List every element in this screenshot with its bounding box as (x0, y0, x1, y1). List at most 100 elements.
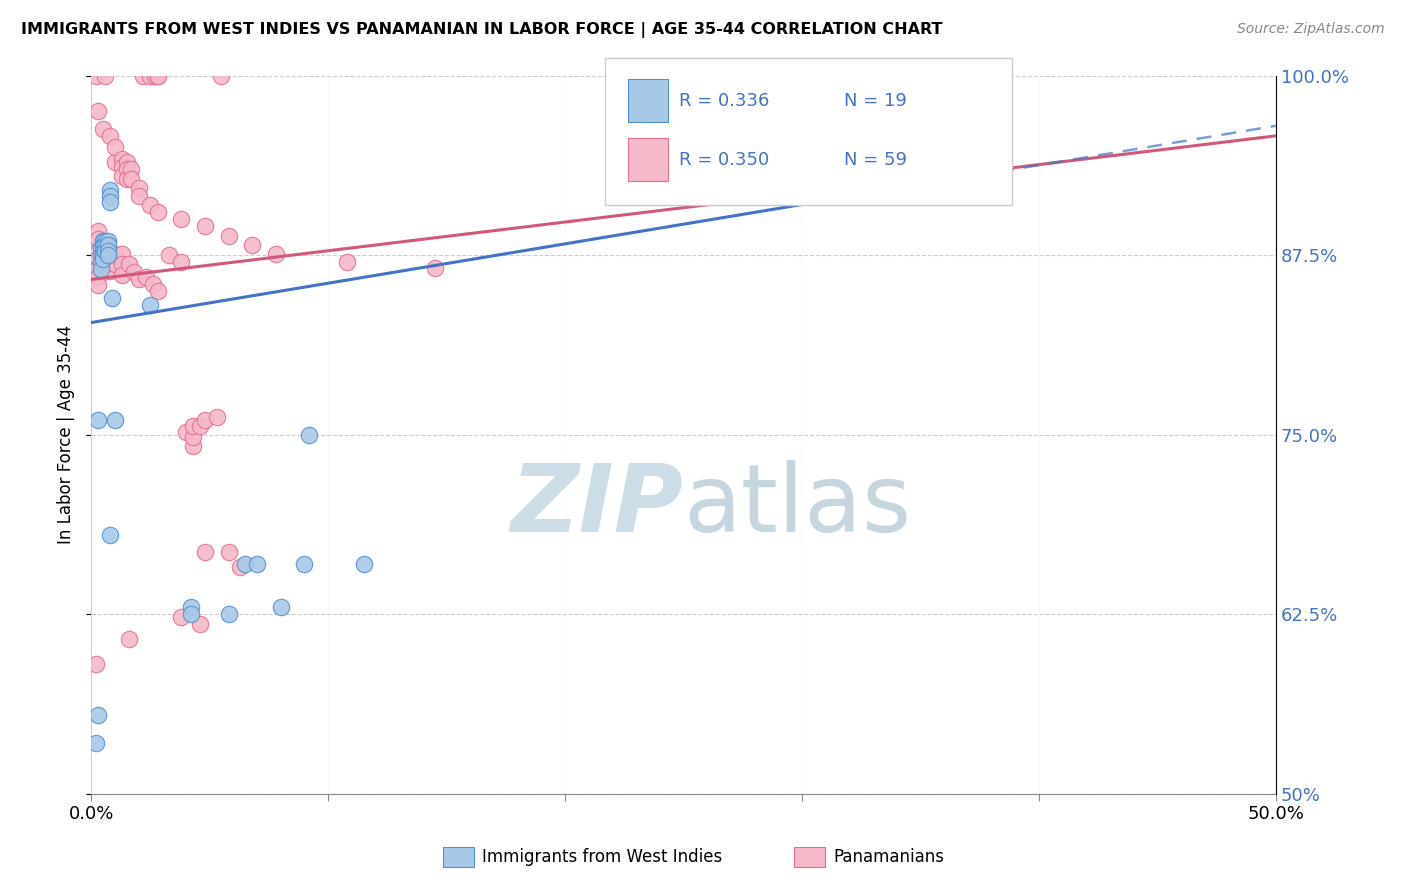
Point (139, 69, 162, 83)
Point (336, 255, 359, 269)
Point (142, 277, 165, 291)
Point (104, 257, 127, 271)
Point (104, 154, 127, 169)
Point (120, 172, 142, 186)
Point (188, 419, 211, 434)
Point (91, 238, 114, 252)
Point (91, 244, 114, 258)
Point (423, 260, 446, 275)
Point (91, 234, 114, 248)
Point (194, 413, 217, 427)
Point (84, 69, 107, 83)
Point (94, 238, 117, 252)
Point (298, 427, 321, 442)
Point (170, 255, 193, 269)
Point (128, 272, 150, 286)
Point (157, 248, 180, 262)
Point (98, 264, 121, 278)
Point (115, 161, 138, 176)
Point (205, 410, 228, 425)
Point (111, 246, 134, 260)
Point (98, 255, 121, 269)
Point (111, 169, 134, 183)
Point (229, 559, 252, 574)
Point (146, 284, 169, 298)
Point (98, 128, 121, 143)
Point (194, 219, 217, 234)
Point (115, 172, 138, 186)
Point (194, 545, 217, 559)
Point (98, 183, 121, 197)
Point (101, 291, 124, 305)
Point (146, 69, 169, 83)
Point (104, 413, 127, 427)
Point (181, 439, 204, 453)
Point (240, 238, 263, 252)
Point (188, 617, 211, 632)
Point (94, 69, 117, 83)
Point (98, 194, 121, 209)
Point (87, 260, 110, 275)
Point (139, 298, 162, 312)
Point (87, 707, 110, 722)
Text: Source: ZipAtlas.com: Source: ZipAtlas.com (1237, 22, 1385, 37)
Point (91, 121, 114, 136)
Point (90, 262, 112, 277)
Point (111, 257, 134, 271)
Text: R = 0.350: R = 0.350 (679, 151, 769, 169)
Point (233, 557, 256, 571)
Y-axis label: In Labor Force | Age 35-44: In Labor Force | Age 35-44 (58, 325, 75, 544)
Point (104, 246, 127, 260)
Point (118, 257, 141, 271)
Text: N = 19: N = 19 (844, 92, 907, 110)
Point (146, 69, 169, 83)
Point (90, 241, 112, 255)
Point (118, 632, 141, 646)
Point (181, 419, 204, 434)
Point (87, 278, 110, 293)
Point (122, 265, 145, 279)
Point (98, 528, 121, 542)
Point (84, 657, 107, 672)
Point (146, 205, 169, 219)
Point (143, 69, 166, 83)
Point (353, 557, 375, 571)
Point (294, 557, 316, 571)
Point (97, 238, 120, 252)
Point (87, 104, 110, 119)
Point (97, 234, 120, 248)
Point (170, 212, 193, 227)
Point (128, 189, 150, 203)
Point (87, 232, 110, 246)
Point (87, 252, 110, 267)
Point (98, 189, 121, 203)
Point (111, 161, 134, 175)
Text: R = 0.336: R = 0.336 (679, 92, 769, 110)
Point (90, 255, 112, 269)
Point (128, 180, 150, 194)
Point (132, 69, 155, 83)
Point (111, 268, 134, 282)
Point (87, 269, 110, 284)
Point (94, 258, 117, 272)
Point (94, 250, 117, 264)
Point (135, 269, 157, 284)
Text: IMMIGRANTS FROM WEST INDIES VS PANAMANIAN IN LABOR FORCE | AGE 35-44 CORRELATION: IMMIGRANTS FROM WEST INDIES VS PANAMANIA… (21, 22, 942, 38)
Point (84, 736, 107, 750)
Point (115, 154, 138, 169)
Point (246, 557, 269, 571)
Text: ZIP: ZIP (510, 460, 683, 552)
Point (218, 229, 240, 244)
Point (97, 248, 120, 262)
Point (174, 425, 197, 439)
Point (87, 244, 110, 258)
Point (181, 430, 204, 444)
Point (91, 248, 114, 262)
Point (264, 246, 287, 260)
Point (111, 152, 134, 166)
Text: Panamanians: Panamanians (834, 848, 945, 866)
Point (94, 244, 117, 258)
Point (838, 69, 860, 83)
Point (139, 198, 162, 212)
Point (218, 545, 240, 559)
